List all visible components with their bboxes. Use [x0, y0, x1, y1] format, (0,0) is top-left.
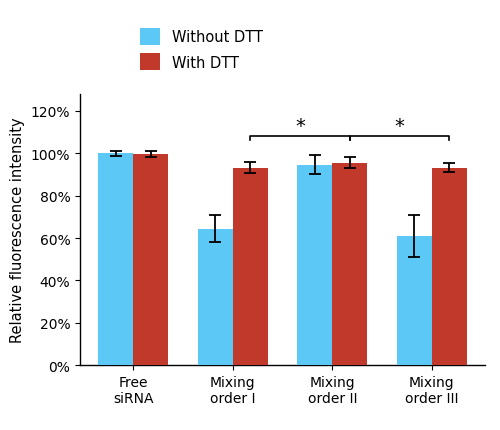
Y-axis label: Relative fluorescence intensity: Relative fluorescence intensity: [10, 117, 25, 343]
Legend: Without DTT, With DTT: Without DTT, With DTT: [140, 29, 263, 71]
Bar: [332, 163, 367, 366]
Bar: [133, 155, 168, 366]
Bar: [98, 154, 133, 366]
Text: *: *: [394, 117, 404, 136]
Bar: [298, 166, 332, 366]
Text: *: *: [295, 117, 305, 136]
Bar: [232, 168, 268, 366]
Bar: [397, 237, 432, 366]
Bar: [432, 168, 466, 366]
Bar: [198, 229, 232, 366]
